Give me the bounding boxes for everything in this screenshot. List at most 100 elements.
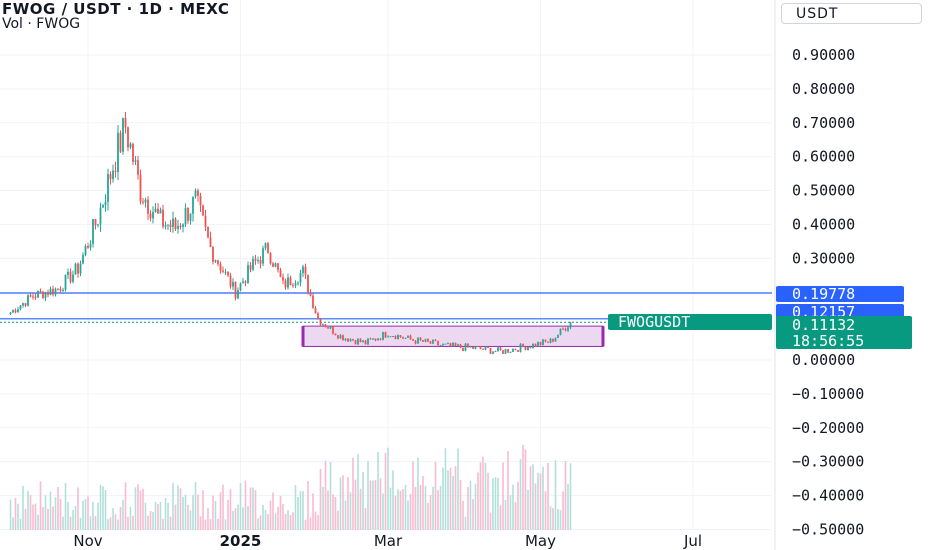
volume-bar: [282, 503, 284, 530]
volume-bar: [382, 493, 384, 530]
candle-body: [184, 207, 187, 225]
candle-body: [239, 283, 242, 291]
time-axis: Nov 2025 Mar May Jul: [73, 532, 702, 550]
candle-body: [289, 277, 292, 286]
candles: [9, 111, 572, 355]
x-tick-label: Mar: [374, 532, 403, 550]
volume-bar: [172, 482, 174, 530]
volume-bar: [84, 499, 87, 530]
y-tick-label: 0.50000: [792, 182, 855, 200]
volume-bar: [532, 464, 534, 530]
x-tick-label: May: [525, 532, 556, 550]
volume-bar: [124, 482, 127, 530]
volume-bar: [367, 460, 369, 530]
candle-body: [217, 260, 219, 264]
candle-body: [102, 205, 104, 208]
candle-body: [299, 273, 302, 283]
volume-bar: [77, 487, 79, 530]
volume-bar: [87, 496, 89, 530]
candle-body: [84, 246, 87, 255]
candle-body: [459, 344, 462, 348]
volume-bar: [379, 478, 382, 530]
currency-selector[interactable]: USDT: [781, 3, 922, 24]
candle-body: [324, 324, 327, 328]
volume-bar: [164, 498, 167, 530]
volume-bar: [67, 502, 69, 530]
candle-body: [417, 337, 419, 344]
volume-bar: [312, 493, 314, 530]
volume-bar: [337, 510, 339, 530]
candle-body: [397, 335, 399, 339]
volume-bar: [369, 480, 372, 530]
y-tick-label: 0.90000: [792, 46, 855, 64]
candle-body: [494, 351, 497, 353]
symbol-title[interactable]: FWOG / USDT · 1D · MEXC: [2, 0, 230, 18]
volume-bar: [452, 476, 454, 530]
volume-legend[interactable]: Vol · FWOG: [2, 16, 81, 32]
candle-body: [307, 274, 309, 293]
volume-bar: [179, 488, 182, 530]
candle-body: [9, 312, 12, 315]
candle-body: [407, 335, 409, 338]
consolidation-box: [301, 325, 605, 347]
candle-body: [527, 346, 529, 351]
y-tick-label: −0.20000: [792, 419, 864, 437]
countdown-text: 18:56:55: [792, 332, 864, 350]
volume-bar: [49, 491, 52, 530]
volume-bar: [297, 496, 299, 530]
x-tick-label: Jul: [683, 532, 702, 550]
candle-body: [419, 337, 422, 341]
volume-bar: [289, 515, 292, 530]
candle-body: [34, 296, 37, 298]
candle-body: [474, 346, 477, 349]
candle-body: [382, 332, 384, 340]
volume-bar: [22, 485, 24, 530]
candle-body: [24, 303, 27, 306]
volume-bar: [24, 508, 27, 530]
volume-bar: [117, 519, 119, 530]
volume-bar: [462, 500, 464, 530]
volume-bar: [357, 454, 359, 530]
volume-bar: [384, 452, 387, 530]
volume-bar: [119, 506, 122, 530]
volume-bar: [167, 502, 169, 530]
volume-bar: [559, 510, 562, 530]
candle-body: [227, 271, 229, 276]
candle-body: [462, 347, 464, 351]
volume-bar: [419, 485, 422, 530]
volume-bar: [569, 463, 572, 530]
candle-body: [442, 343, 444, 346]
candle-body: [92, 219, 94, 245]
volume-bar: [39, 481, 42, 530]
candle-body: [122, 118, 124, 152]
candle-body: [232, 281, 234, 287]
volume-bar: [407, 500, 409, 530]
candle-body: [477, 346, 479, 348]
candle-body: [377, 338, 379, 341]
volume-bar: [89, 516, 92, 530]
volume-bar: [437, 490, 439, 530]
volume-bar: [252, 487, 254, 530]
volume-bar: [222, 484, 224, 530]
candle-body: [134, 160, 137, 162]
volume-bar: [269, 500, 272, 530]
volume-bar: [247, 506, 249, 530]
candle-body: [564, 328, 567, 331]
volume-bar: [54, 497, 57, 530]
candle-body: [212, 247, 214, 262]
volume-bar: [152, 511, 154, 530]
volume-bar: [457, 448, 459, 530]
candle-body: [124, 118, 127, 128]
volume-bar: [477, 472, 479, 530]
volume-bar: [509, 495, 512, 530]
candle-body: [384, 332, 387, 338]
candle-body: [197, 190, 199, 196]
volume-bar: [494, 477, 497, 530]
volume-bar: [42, 507, 44, 530]
volume-bar: [107, 519, 109, 530]
candle-body: [242, 281, 244, 284]
volume-bar: [239, 483, 242, 530]
volume-bar: [377, 451, 379, 530]
volume-bar: [427, 503, 429, 530]
